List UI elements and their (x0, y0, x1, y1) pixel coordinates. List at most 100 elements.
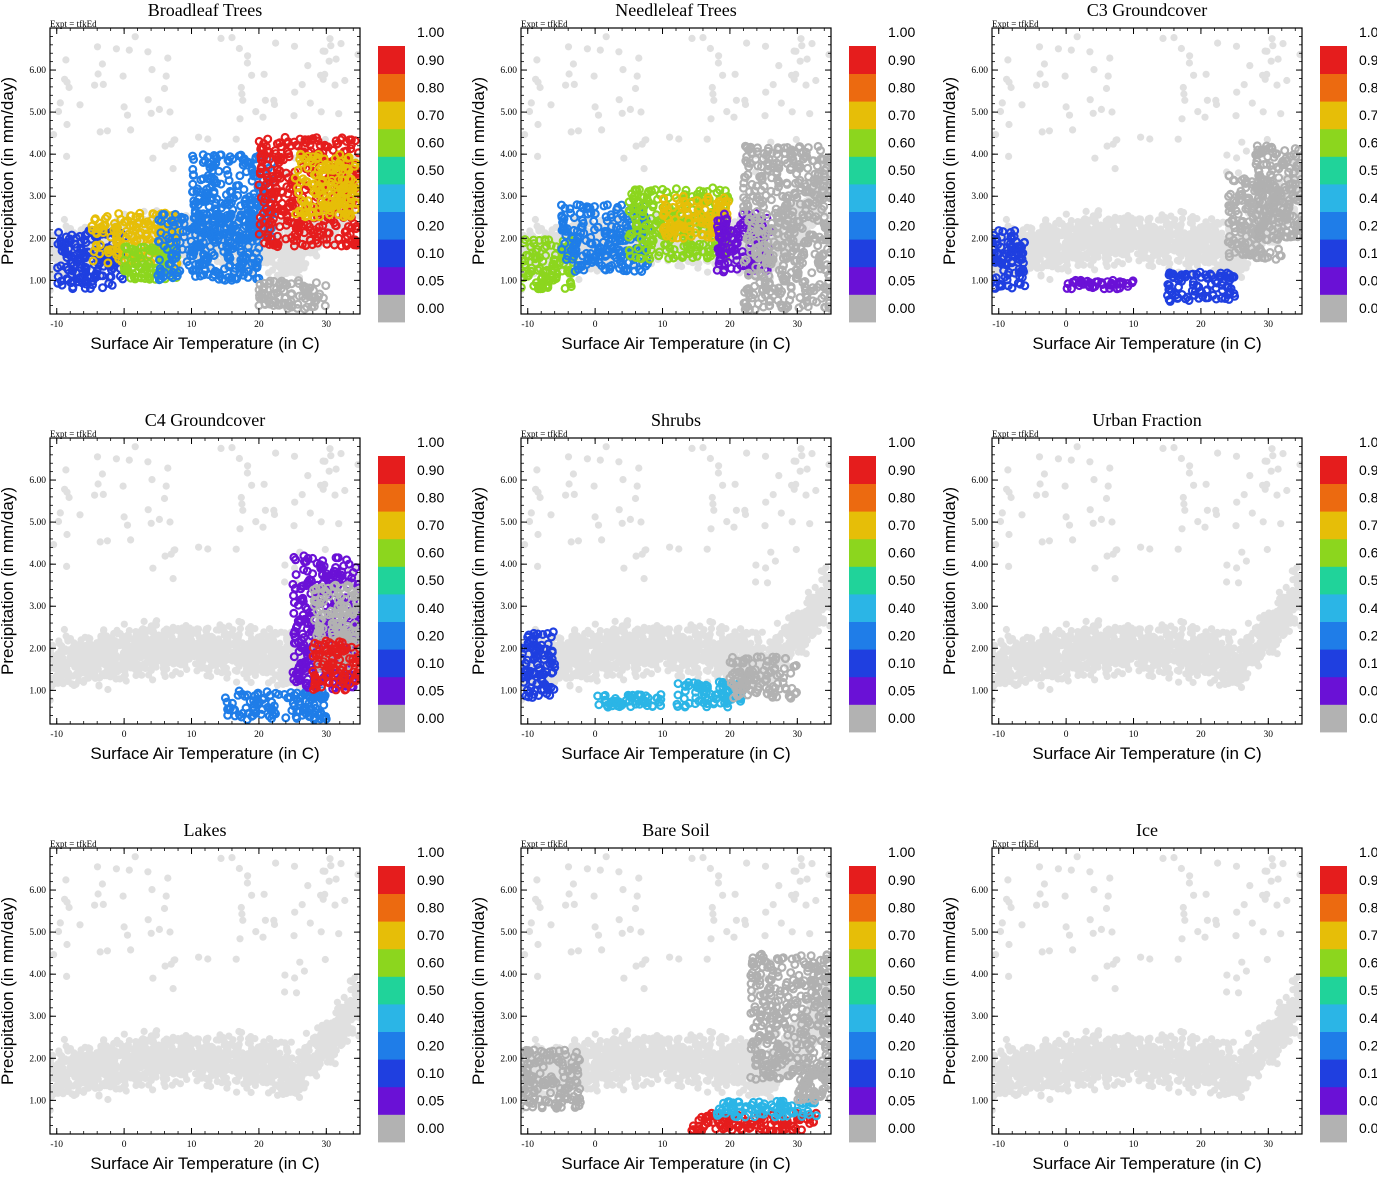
background-point (60, 215, 68, 224)
background-point (615, 96, 623, 104)
background-point (238, 90, 246, 98)
data-point (153, 236, 163, 246)
data-point (127, 244, 137, 254)
y-tick-label: 1.00 (29, 276, 46, 286)
data-point (648, 200, 658, 210)
data-point (67, 258, 77, 268)
background-point (570, 80, 578, 88)
background-point (264, 269, 273, 277)
background-point (98, 60, 106, 68)
background-point (688, 34, 696, 43)
background-point (99, 80, 107, 88)
data-point (174, 219, 184, 229)
background-point (536, 83, 544, 92)
background-point (619, 66, 627, 74)
background-point (792, 47, 800, 55)
background-point (94, 70, 102, 78)
background-point (803, 55, 811, 63)
data-point (76, 237, 86, 247)
data-point (320, 301, 330, 311)
data-point (88, 256, 98, 266)
background-point (50, 237, 54, 245)
data-point (156, 228, 166, 238)
background-point (567, 128, 575, 136)
colorbar-label: 0.70 (417, 107, 444, 123)
background-point (798, 42, 806, 50)
data-point (56, 239, 66, 249)
background-point (91, 81, 99, 89)
background-point (341, 76, 349, 85)
background-point (298, 262, 306, 271)
background-point (148, 66, 156, 74)
data-point (116, 214, 126, 224)
data-point (194, 259, 204, 269)
background-point (598, 126, 606, 134)
colorbar-box (378, 156, 405, 185)
colorbar-box (378, 101, 405, 130)
data-point (134, 249, 144, 259)
background-point (149, 154, 157, 162)
background-point (534, 120, 542, 129)
background-point (777, 99, 785, 107)
data-point (148, 209, 158, 219)
colorbar-label: 0.60 (417, 135, 444, 151)
colorbar-label: 0.10 (417, 245, 444, 261)
data-point (277, 187, 287, 197)
background-point (235, 44, 243, 53)
data-point (189, 170, 199, 180)
background-point (290, 112, 298, 120)
data-point (113, 247, 123, 257)
data-point (321, 281, 331, 291)
background-point (112, 45, 120, 53)
data-point (182, 226, 192, 236)
data-point (156, 266, 166, 276)
background-point (707, 115, 715, 123)
data-point (95, 240, 105, 250)
data-point (91, 240, 101, 250)
background-point (715, 52, 723, 60)
background-point (63, 120, 71, 129)
background-point (575, 275, 583, 284)
data-point (248, 268, 258, 278)
background-point (195, 133, 203, 141)
background-point (703, 135, 711, 143)
data-point (264, 147, 274, 157)
background-point (788, 108, 796, 116)
background-point (321, 47, 329, 55)
background-point (332, 55, 340, 63)
data-point (61, 249, 71, 259)
data-point (150, 246, 160, 256)
data-point (275, 222, 285, 232)
background-point (632, 142, 640, 150)
data-point (223, 236, 233, 246)
data-point (53, 239, 63, 249)
data-point (61, 232, 71, 242)
data-point (250, 259, 260, 269)
background-point (790, 75, 798, 83)
data-point (282, 138, 292, 148)
background-point (301, 249, 310, 257)
data-point (240, 158, 250, 168)
background-point (730, 113, 738, 121)
background-point (635, 54, 643, 62)
background-point (54, 107, 63, 116)
colorbar-box (378, 211, 405, 240)
background-point (699, 34, 707, 42)
data-point (172, 271, 182, 281)
background-point (103, 127, 111, 135)
data-point (90, 214, 100, 224)
background-point (171, 136, 179, 144)
background-point (244, 52, 252, 60)
background-point (327, 42, 335, 50)
background-point (706, 44, 715, 53)
background-point (237, 83, 245, 92)
data-point (111, 222, 121, 232)
colorbar-label: 0.90 (417, 52, 444, 68)
x-tick-label: 10 (187, 320, 197, 330)
data-point (235, 171, 245, 181)
data-point (318, 293, 328, 303)
points-layer (50, 33, 360, 314)
